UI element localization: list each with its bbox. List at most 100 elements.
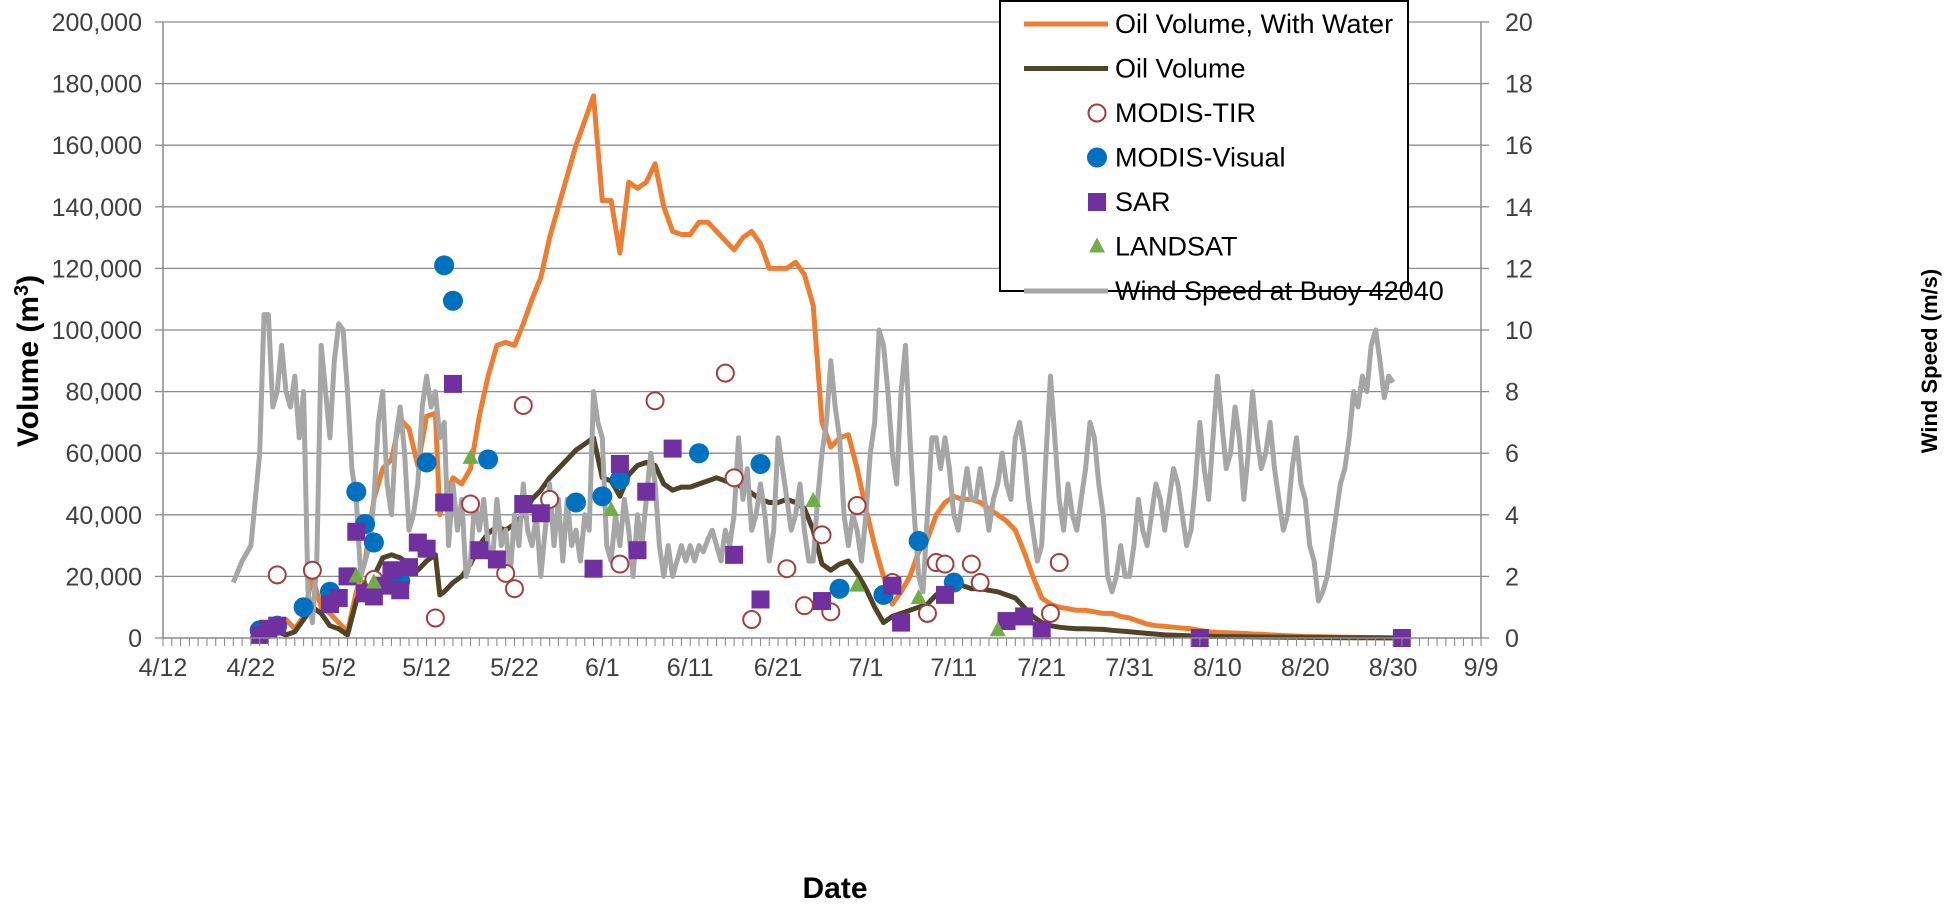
point-modis-visual: [363, 532, 384, 553]
x-axis-title: Date: [802, 872, 867, 905]
y-tick-label: 180,000: [52, 71, 142, 99]
y2-tick-label: 20: [1505, 9, 1533, 37]
point-modis-tir: [812, 525, 832, 545]
point-modis-tir: [961, 554, 981, 574]
point-sar: [1015, 607, 1034, 626]
legend-modis-tir-label: MODIS-TIR: [1115, 98, 1256, 128]
y2-tick-label: 14: [1505, 194, 1533, 222]
point-sar: [443, 374, 462, 393]
point-sar: [382, 561, 401, 580]
y-tick-label: 120,000: [52, 255, 142, 283]
point-modis-visual: [592, 486, 613, 507]
point-sar: [883, 576, 902, 595]
x-tick-label: 5/22: [490, 654, 539, 682]
point-sar: [329, 588, 348, 607]
legend-modis-tir-swatch: [1087, 103, 1107, 123]
point-sar: [417, 539, 436, 558]
legend-modis-visual-label: MODIS-Visual: [1115, 143, 1286, 173]
y2-tick-label: 4: [1505, 502, 1519, 530]
point-landsat: [603, 501, 620, 517]
point-modis-tir: [1040, 603, 1060, 623]
point-sar: [997, 612, 1016, 631]
y-tick-label: 20,000: [66, 563, 142, 591]
point-sar: [268, 616, 287, 635]
x-tick-label: 8/10: [1193, 654, 1242, 682]
point-modis-tir: [715, 363, 735, 383]
point-modis-tir: [513, 395, 533, 415]
legend-landsat-label: LANDSAT: [1115, 232, 1238, 262]
point-modis-tir: [970, 573, 990, 593]
y2-tick-label: 10: [1505, 317, 1533, 345]
x-tick-label: 9/9: [1464, 654, 1499, 682]
y2-tick-label: 16: [1505, 132, 1533, 160]
point-sar: [514, 495, 533, 514]
point-modis-tir: [302, 560, 322, 580]
point-modis-tir: [504, 579, 524, 599]
legend-oil-volume-with-water-label: Oil Volume, With Water: [1115, 9, 1393, 39]
point-modis-tir: [794, 596, 814, 616]
legend-box: [999, 0, 1409, 292]
point-modis-visual: [442, 290, 463, 311]
x-tick-label: 7/11: [930, 654, 977, 682]
y2-tick-label: 12: [1505, 255, 1533, 283]
y-axis-title-sup: 3: [11, 285, 33, 296]
point-modis-visual: [609, 469, 630, 490]
point-modis-visual: [750, 453, 771, 474]
x-tick-label: 6/1: [585, 654, 620, 682]
point-landsat: [989, 621, 1006, 637]
point-modis-tir: [742, 610, 762, 630]
point-modis-visual: [688, 443, 709, 464]
axes: [155, 21, 1489, 646]
y-axis-title-close: ): [12, 275, 45, 285]
x-tick-label: 8/30: [1369, 654, 1418, 682]
point-landsat: [462, 448, 479, 464]
y2-axis-title: Wind Speed (m/s): [1917, 269, 1942, 453]
legend-sar-swatch: [1088, 193, 1106, 211]
y-tick-label: 40,000: [66, 502, 142, 530]
point-landsat: [348, 567, 365, 583]
point-sar: [373, 576, 392, 595]
x-tick-label: 5/2: [321, 654, 356, 682]
y2-tick-label: 8: [1505, 379, 1519, 407]
point-landsat: [805, 491, 822, 507]
point-modis-visual: [908, 530, 929, 551]
y2-tick-label: 18: [1505, 71, 1533, 99]
y-tick-label: 60,000: [66, 440, 142, 468]
point-sar: [487, 550, 506, 569]
point-sar: [435, 493, 454, 512]
point-modis-tir: [610, 554, 630, 574]
legend-sar-label: SAR: [1115, 187, 1171, 217]
point-landsat: [910, 588, 927, 604]
point-sar: [637, 482, 656, 501]
point-modis-tir: [461, 494, 481, 514]
series-line-wind-speed-at-buoy-42040: [230, 312, 1396, 626]
point-sar: [470, 541, 489, 560]
point-modis-visual: [565, 492, 586, 513]
x-tick-label: 7/1: [849, 654, 884, 682]
point-modis-tir: [1049, 553, 1069, 573]
point-sar: [391, 581, 410, 600]
y-tick-label: 200,000: [52, 9, 142, 37]
point-sar: [936, 585, 955, 604]
legend-oil-volume-label: Oil Volume: [1115, 54, 1246, 84]
series-line-oil-volume-with-water: [250, 93, 1402, 641]
y2-tick-label: 2: [1505, 563, 1519, 591]
x-tick-label: 6/21: [754, 654, 803, 682]
point-modis-tir: [917, 603, 937, 623]
point-sar: [1032, 621, 1051, 640]
y-tick-label: 80,000: [66, 379, 142, 407]
point-sar: [725, 545, 744, 564]
point-sar: [813, 592, 831, 611]
y2-tick-label: 0: [1505, 625, 1519, 653]
point-sar: [663, 439, 682, 458]
point-sar: [628, 541, 647, 560]
x-tick-label: 6/11: [667, 654, 714, 682]
point-sar: [610, 454, 629, 473]
point-modis-visual: [478, 449, 499, 470]
point-modis-visual: [829, 578, 850, 599]
point-sar: [584, 559, 603, 578]
y-axis-title: Volume (m3): [11, 275, 45, 447]
y-tick-label: 140,000: [52, 194, 142, 222]
point-modis-tir: [267, 565, 287, 585]
y-axis-title-main: Volume (m: [12, 296, 45, 447]
